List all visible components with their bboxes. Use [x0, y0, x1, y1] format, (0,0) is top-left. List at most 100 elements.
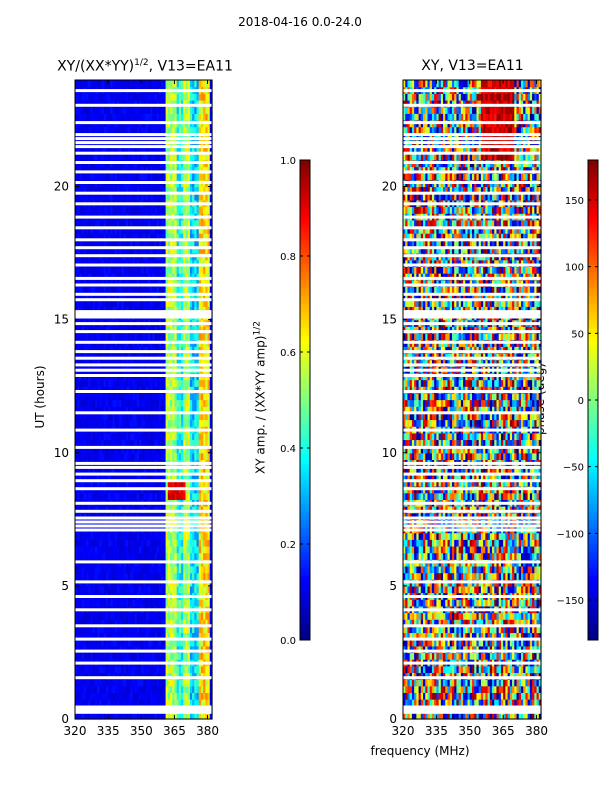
gap-row	[75, 560, 212, 564]
gap-row	[75, 461, 212, 465]
gap-row	[403, 181, 541, 184]
colorbar-phase-tick-label: 150	[565, 196, 584, 207]
figure-title: 2018-04-16 0.0-24.0	[238, 15, 362, 29]
gap-row	[403, 637, 541, 641]
left-title-main: XY/(XX*YY)	[57, 58, 135, 75]
gap-row	[403, 516, 541, 520]
right-heatmap-gaps	[403, 89, 541, 714]
gap-row	[403, 528, 541, 532]
gap-row	[403, 315, 541, 319]
gap-row	[403, 390, 541, 393]
colorbar-amp-tick-label: 0.8	[280, 252, 296, 263]
left-xtick-label: 380	[196, 724, 219, 738]
gap-row	[403, 472, 541, 476]
gap-row	[75, 676, 212, 680]
gap-row	[403, 161, 541, 164]
colorbar-phase-tick-label: −50	[563, 463, 584, 474]
colorbar-phase-tick-label: −100	[557, 529, 584, 540]
gap-row	[75, 710, 212, 714]
gap-row	[75, 310, 212, 314]
gap-row	[403, 411, 541, 415]
left-ytick-label: 15	[54, 313, 69, 327]
gap-row	[75, 121, 212, 125]
gap-row	[403, 238, 541, 242]
xlabel: frequency (MHz)	[370, 744, 470, 758]
gap-row	[75, 608, 212, 612]
colorbar-amp-tick-label: 0.4	[280, 444, 296, 455]
gap-row	[75, 103, 212, 107]
right-panel-title: XY, V13=EA11	[421, 58, 524, 74]
gap-row	[75, 151, 212, 155]
gap-row	[75, 330, 212, 334]
gap-row	[403, 133, 541, 137]
gap-row	[403, 374, 541, 377]
right-ytick-label: 0	[389, 712, 397, 726]
right-xtick-label: 320	[392, 724, 415, 738]
colorbar-amp-tick-label: 0.2	[280, 540, 296, 551]
left-heatmap-gaps	[75, 89, 212, 714]
gap-row	[403, 368, 541, 372]
gap-row	[75, 215, 212, 219]
gap-row	[403, 649, 541, 653]
right-ytick-label: 5	[389, 579, 397, 593]
gap-row	[75, 350, 212, 354]
gap-row	[75, 368, 212, 372]
colorbar-phase-tick-label: 100	[565, 263, 584, 274]
gap-row	[75, 649, 212, 653]
left-xtick-label: 365	[163, 724, 186, 738]
right-ytick-label: 15	[382, 313, 397, 327]
left-ytick-label: 10	[54, 446, 69, 460]
gap-row	[75, 283, 212, 287]
gap-row	[403, 312, 541, 316]
gap-row	[75, 312, 212, 316]
gap-row	[75, 363, 212, 367]
gap-row	[75, 292, 212, 296]
gap-row	[75, 705, 212, 709]
gap-row	[403, 170, 541, 174]
gap-row	[75, 428, 212, 432]
gap-row	[75, 356, 212, 360]
gap-row	[403, 465, 541, 469]
right-xtick-label: 350	[458, 724, 481, 738]
gap-row	[403, 524, 541, 528]
gap-row	[75, 133, 212, 137]
gap-row	[75, 145, 212, 149]
gap-row	[403, 292, 541, 296]
right-ytick-label: 10	[382, 446, 397, 460]
gap-row	[75, 254, 212, 258]
gap-row	[75, 141, 212, 145]
gap-row	[403, 705, 541, 709]
gap-row	[75, 226, 212, 230]
gap-row	[403, 356, 541, 360]
colorbar-phase-tick-label: 0	[578, 396, 584, 407]
gap-row	[403, 121, 541, 125]
gap-row	[75, 524, 212, 528]
gap-row	[75, 191, 212, 195]
gap-row	[75, 340, 212, 344]
gap-row	[75, 501, 212, 505]
gap-row	[403, 263, 541, 267]
gap-row	[75, 411, 212, 415]
gap-row	[75, 246, 212, 250]
gap-row	[403, 479, 541, 483]
gap-row	[75, 202, 212, 206]
right-heatmap	[403, 80, 542, 720]
gap-row	[403, 141, 541, 145]
gap-row	[403, 676, 541, 680]
gap-row	[75, 472, 212, 476]
gap-row	[75, 661, 212, 665]
left-panel-title: XY/(XX*YY)1/2, V13=EA11	[40, 58, 250, 75]
gap-row	[403, 215, 541, 219]
left-ytick-label: 5	[61, 579, 69, 593]
gap-row	[75, 374, 212, 377]
gap-row	[75, 520, 212, 524]
gap-row	[75, 263, 212, 267]
gap-row	[403, 710, 541, 714]
left-title-sup: 1/2	[134, 58, 149, 68]
colorbar-amp-tick-label: 0.6	[280, 348, 296, 359]
gap-row	[403, 89, 541, 93]
right-xtick-label: 380	[525, 724, 548, 738]
gap-row	[403, 708, 541, 712]
gap-row	[75, 276, 212, 280]
